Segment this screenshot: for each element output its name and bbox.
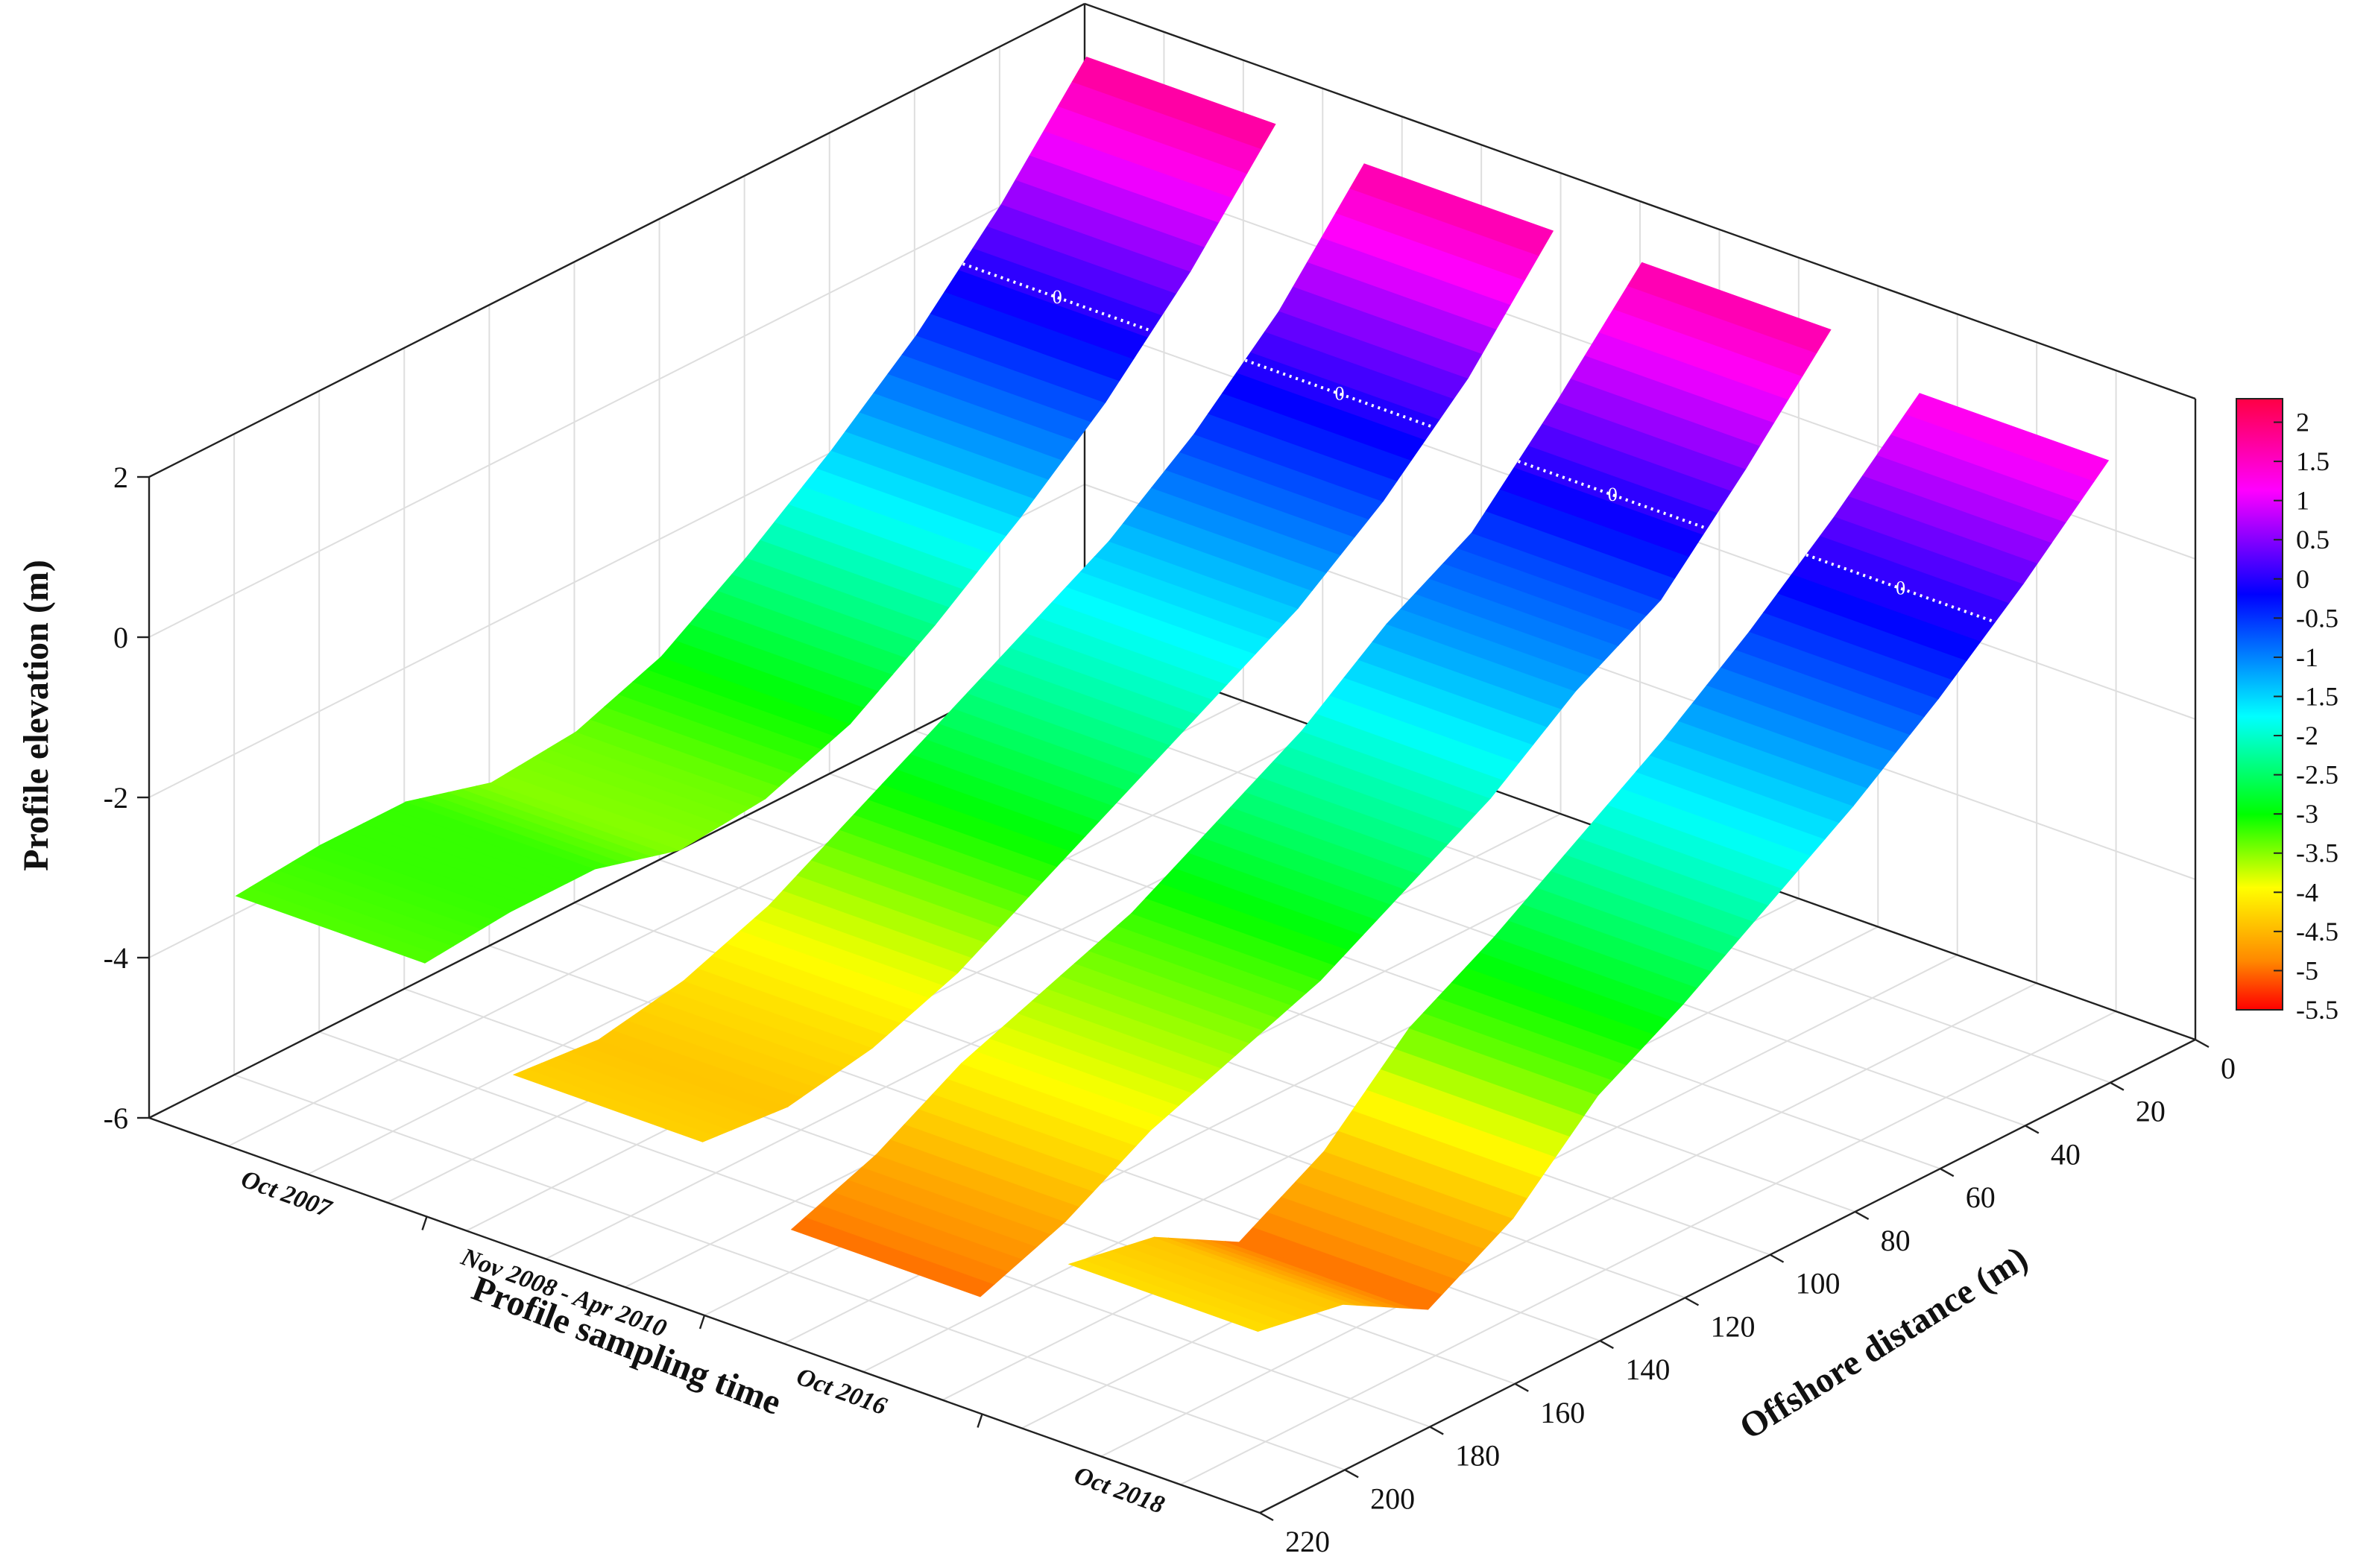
surface-patch: [1349, 163, 1554, 256]
colorbar-tick-label: -0.5: [2296, 603, 2338, 633]
colorbar-gradient: [2236, 398, 2283, 1011]
colorbar-tick-label: 0.5: [2296, 525, 2330, 554]
colorbar-tick-label: 1: [2296, 486, 2309, 516]
x-tick: [421, 1216, 428, 1230]
y-tick: [1599, 1340, 1614, 1350]
z-tick-label: 0: [113, 621, 128, 654]
colorbar-tick-label: -3.5: [2296, 838, 2338, 868]
box-edge: [148, 2, 1085, 478]
colorbar-tick-label: -2: [2296, 721, 2318, 750]
y-tick-label: 60: [1966, 1180, 1996, 1214]
surface-patch: [1071, 56, 1276, 150]
zero-contours: 0 0 0 0: [962, 262, 1996, 624]
y-tick-label: 200: [1370, 1482, 1415, 1515]
z-axis-title: Profile elevation (m): [16, 560, 56, 871]
colorbar-tick-label: -5: [2296, 955, 2318, 985]
y-tick: [1514, 1382, 1529, 1392]
zero-contour-label: 0: [1896, 578, 1905, 599]
grid-line: [148, 163, 1085, 638]
zero-contour-label: 0: [1053, 286, 1062, 308]
category-label: Oct 2016: [793, 1363, 891, 1421]
y-tick: [1259, 1511, 1274, 1522]
box-edge: [1084, 2, 2196, 400]
box-edge: [1259, 1038, 2196, 1514]
y-tick-label: 0: [2221, 1052, 2236, 1085]
y-tick: [1429, 1426, 1444, 1435]
category-label: Oct 2018: [1070, 1461, 1168, 1520]
colorbar-tick-label: -4: [2296, 877, 2318, 907]
y-tick-label: 100: [1796, 1267, 1841, 1300]
y-tick-label: 140: [1625, 1353, 1670, 1386]
y-tick: [2195, 1038, 2210, 1049]
y-tick: [1769, 1254, 1785, 1263]
y-tick: [1684, 1297, 1700, 1306]
grid-line: [1180, 1011, 2117, 1486]
category-label: Oct 2007: [238, 1166, 337, 1224]
colorbar-tick-label: -5.5: [2296, 995, 2338, 1025]
surface-patch: [1627, 262, 1832, 354]
box-edge: [148, 643, 1085, 1119]
y-tick-label: 40: [2051, 1137, 2081, 1171]
colorbar-tick-label: -2.5: [2296, 760, 2338, 790]
colorbar-tick-label: -3: [2296, 799, 2318, 829]
y-tick: [2025, 1125, 2040, 1134]
colorbar-tick-label: -1.5: [2296, 681, 2338, 711]
surface-strips: [235, 56, 2110, 1332]
surface-strip-2: [512, 163, 1554, 1142]
y-tick: [1344, 1469, 1359, 1479]
y-tick: [1855, 1210, 1870, 1220]
colorbar: 2 1.5 1 0.5 0 -0.5 -1 -1.5 -2 -2.5 -3 -3.5 -4 -4.5 -5 -…: [2236, 398, 2338, 1025]
colorbar-tick-label: 0: [2296, 564, 2309, 594]
z-tick-label: 2: [113, 461, 128, 494]
x-tick: [977, 1414, 983, 1428]
surface-strip-4: [1067, 393, 2110, 1332]
colorbar-ticks: 2 1.5 1 0.5 0 -0.5 -1 -1.5 -2 -2.5 -3 -3.5 -4 -4.5 -5 -…: [2274, 408, 2338, 1025]
surface-strip-3: [790, 262, 1832, 1297]
y-tick-label: 160: [1540, 1396, 1585, 1429]
grid-line: [1100, 982, 2037, 1458]
y-tick-label: 180: [1455, 1439, 1500, 1473]
colorbar-tick-label: -1: [2296, 642, 2318, 672]
surface-strip-1: [235, 56, 1276, 964]
z-tick-label: -2: [104, 781, 128, 815]
y-tick-label: 80: [1881, 1224, 1911, 1257]
surface-patch: [1905, 393, 2110, 482]
y-tick: [1940, 1168, 1955, 1177]
y-axis-title: Offshore distance (m): [1732, 1239, 2034, 1447]
zero-contour-label: 0: [1334, 382, 1344, 404]
x-axis-title: Profile sampling time: [467, 1268, 786, 1423]
colorbar-tick-label: 2: [2296, 408, 2309, 437]
z-tick-label: -4: [104, 941, 128, 975]
y-tick: [2110, 1081, 2125, 1091]
zero-contour-label: 0: [1608, 484, 1618, 505]
x-tick: [698, 1315, 706, 1330]
colorbar-tick-label: 1.5: [2296, 446, 2330, 476]
y-tick-label: 20: [2136, 1095, 2166, 1128]
y-tick-label: 220: [1285, 1525, 1330, 1558]
colorbar-tick-label: -4.5: [2296, 917, 2338, 946]
y-tick-label: 120: [1710, 1309, 1755, 1343]
z-tick-label: -6: [104, 1101, 128, 1135]
